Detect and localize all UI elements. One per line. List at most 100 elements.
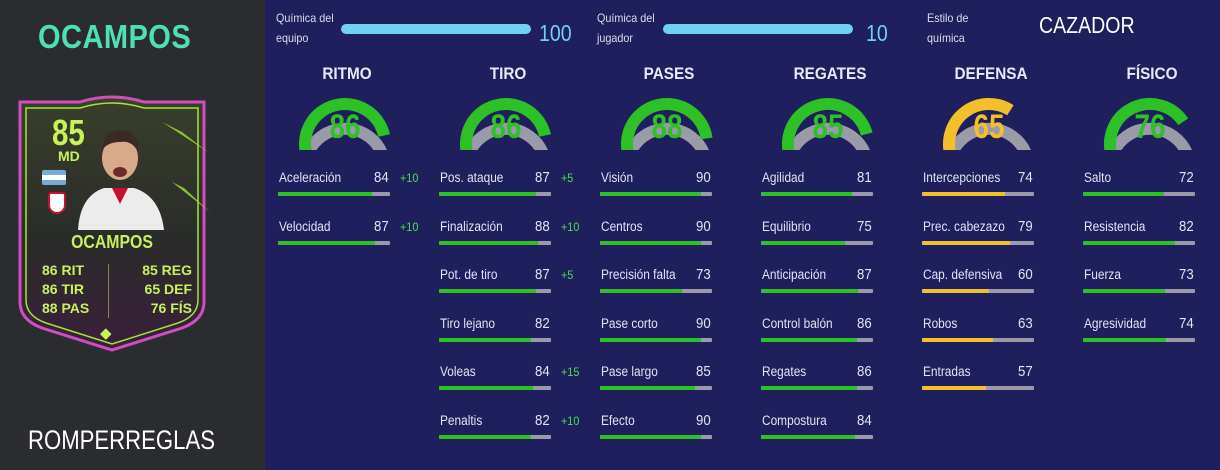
attribute-bar-fill — [1083, 289, 1165, 294]
category-value: 88 — [651, 108, 683, 146]
attribute-bar — [439, 434, 551, 439]
attribute-bar-fill — [922, 240, 1011, 245]
attribute-bar — [922, 337, 1034, 342]
attribute-bar — [439, 289, 551, 294]
attribute-value: 81 — [857, 169, 872, 186]
attribute-bar-fill — [600, 289, 682, 294]
attribute-name: Voleas — [440, 364, 476, 380]
attribute-bar-fill — [600, 240, 701, 245]
gauge-track — [786, 122, 870, 150]
team-chemistry-label: Química del — [276, 11, 334, 25]
attribute-bar — [600, 386, 712, 391]
attribute-value: 82 — [1179, 217, 1194, 235]
attribute-list: Pos. ataque 87 +5 Finalización 88 +10 Pot. de … — [439, 166, 579, 458]
player-card[interactable]: 85 MD OCAMPOS 86 RIT 85 REG 86 TIR 65 DE… — [12, 92, 212, 352]
category-value: 85 — [812, 108, 844, 146]
attribute-bar — [1083, 192, 1195, 196]
attribute-bar — [1083, 337, 1195, 342]
gauge-fill — [782, 98, 873, 150]
attribute-bar — [1083, 240, 1195, 245]
gauge-track — [1108, 122, 1192, 150]
attribute-bar — [1083, 289, 1195, 294]
attribute-bar-fill — [922, 337, 993, 342]
attribute-value: 90 — [696, 314, 711, 332]
card-stat: 86 RIT — [42, 262, 85, 278]
player-panel: OCAMPOS 85 MD OCAMPOS — [0, 0, 265, 470]
player-name: OCAMPOS — [38, 18, 192, 55]
attribute-bar-fill — [761, 192, 852, 196]
attribute-list: Salto 72 Resistencia 82 Fuerza 73 Agresividad 7… — [1083, 166, 1217, 360]
attribute-value: 75 — [857, 217, 872, 235]
attribute-boost: +10 — [400, 219, 419, 234]
team-chemistry-label: equipo — [276, 31, 309, 45]
attribute-bar — [761, 386, 873, 391]
attribute-bar-fill — [922, 192, 1005, 196]
attribute-bar-fill — [439, 192, 537, 196]
chemistry-style-label: química — [927, 31, 965, 45]
attribute-name: Intercepciones — [923, 170, 1001, 185]
attribute-value: 57 — [1018, 363, 1033, 381]
attribute-boost: +15 — [561, 365, 580, 380]
attribute-value: 87 — [857, 266, 872, 284]
category-value: 86 — [329, 108, 361, 146]
attribute-row: Intercepciones 74 — [922, 166, 1056, 215]
attribute-boost: +5 — [561, 268, 574, 283]
attribute-bar-fill — [278, 240, 376, 245]
attribute-bar-fill — [439, 240, 538, 245]
attribute-bar-fill — [439, 337, 531, 342]
chemistry-style-label: Estilo de — [927, 11, 969, 25]
attribute-row: Control balón 86 — [761, 312, 895, 361]
attribute-name: Control balón — [762, 315, 833, 331]
card-brand-icon: ◆ — [100, 325, 112, 342]
attribute-row: Salto 72 — [1083, 166, 1217, 215]
attribute-value: 74 — [1018, 169, 1033, 186]
attribute-name: Centros — [601, 218, 643, 234]
attribute-row: Precisión falta 73 — [600, 263, 734, 312]
attribute-name: Aceleración — [279, 170, 342, 185]
attribute-row: Prec. cabezazo 79 — [922, 215, 1056, 264]
attribute-bar-fill — [761, 434, 856, 439]
category-gauge: 86 — [295, 94, 395, 150]
attribute-bar-fill — [922, 289, 990, 294]
chemistry-style-value[interactable]: CAZADOR — [1039, 12, 1135, 38]
attribute-name: Pot. de tiro — [440, 267, 498, 283]
attribute-value: 73 — [1179, 266, 1194, 284]
attribute-value: 87 — [535, 169, 550, 186]
attribute-name: Cap. defensiva — [923, 267, 1003, 283]
attribute-value: 82 — [535, 314, 550, 332]
attribute-list: Agilidad 81 Equilibrio 75 Anticipación 87 Cont… — [761, 166, 895, 458]
attribute-name: Efecto — [601, 412, 635, 428]
attribute-row: Resistencia 82 — [1083, 215, 1217, 264]
attribute-row: Efecto 90 — [600, 409, 734, 458]
category-0: RITMO 86 — [278, 64, 412, 150]
attribute-value: 88 — [535, 217, 550, 235]
category-value: 86 — [490, 108, 522, 146]
category-title: FÍSICO — [1126, 64, 1178, 83]
attribute-bar-fill — [761, 337, 858, 342]
chemistry-style: Estilo de química — [927, 8, 973, 48]
gauge-track — [625, 122, 709, 150]
attribute-row: Compostura 84 — [761, 409, 895, 458]
card-stats: 86 RIT 85 REG 86 TIR 65 DEF 88 PAS 76 FÍ… — [42, 262, 192, 319]
attribute-row: Regates 86 — [761, 360, 895, 409]
attribute-bar-fill — [761, 386, 858, 391]
attribute-name: Agilidad — [762, 170, 805, 185]
card-position: MD — [58, 148, 80, 164]
attribute-bar-fill — [600, 434, 701, 439]
attribute-row: Centros 90 — [600, 215, 734, 264]
attribute-list: Visión 90 Centros 90 Precisión falta 73 Pase c… — [600, 166, 734, 458]
attribute-list: Aceleración 84 +10 Velocidad 87 +10 — [278, 166, 418, 263]
card-stat: 86 TIR — [42, 281, 85, 297]
attribute-value: 82 — [535, 411, 550, 429]
player-photo — [78, 130, 164, 230]
attribute-bar — [439, 192, 551, 196]
attribute-bar — [761, 337, 873, 342]
attribute-name: Finalización — [440, 218, 503, 234]
attribute-name: Entradas — [923, 364, 971, 380]
attribute-name: Velocidad — [279, 218, 331, 234]
attribute-bar — [600, 240, 712, 245]
attribute-bar — [761, 192, 873, 196]
attribute-name: Prec. cabezazo — [923, 218, 1005, 234]
attribute-name: Agresividad — [1084, 315, 1147, 331]
category-gauge: 76 — [1100, 94, 1200, 150]
